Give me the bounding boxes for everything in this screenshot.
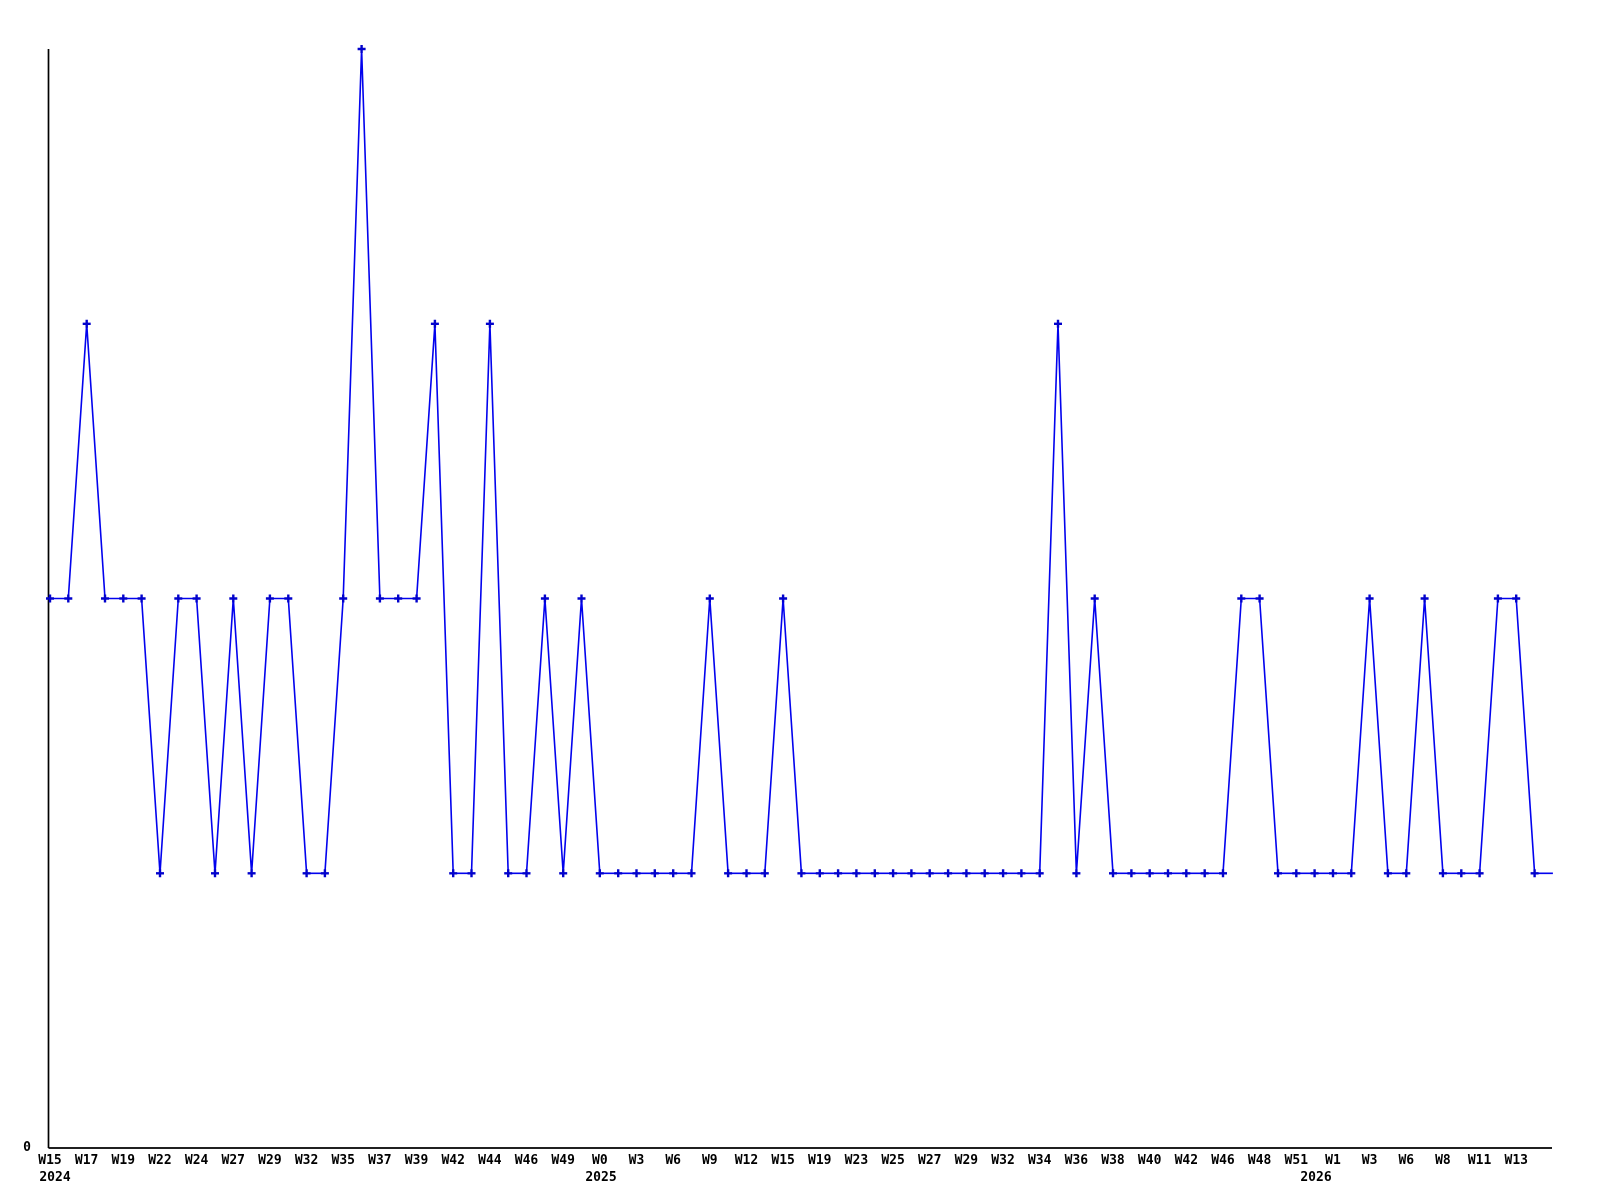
- x-tick-label: W17: [74, 1153, 99, 1168]
- x-tick-label: W37: [368, 1153, 392, 1168]
- x-tick-label: W39: [404, 1153, 429, 1168]
- x-tick-label: W48: [1247, 1153, 1272, 1168]
- x-tick-label: W0: [592, 1153, 608, 1168]
- x-tick-label: W35: [331, 1153, 355, 1168]
- x-tick-label: W34: [1027, 1153, 1052, 1168]
- x-tick-label: W3: [1361, 1153, 1378, 1168]
- x-tick-label: W42: [441, 1153, 465, 1168]
- x-tick-label: W27: [221, 1153, 246, 1168]
- x-tick-label: W8: [1435, 1153, 1451, 1168]
- x-year-label: 2025: [585, 1170, 617, 1185]
- x-tick-label: W6: [1398, 1153, 1415, 1168]
- x-tick-label: W24: [184, 1153, 209, 1168]
- x-tick-label: W23: [844, 1153, 869, 1168]
- x-tick-label: W3: [628, 1153, 645, 1168]
- x-tick-label: W19: [111, 1153, 136, 1168]
- x-tick-label: W40: [1137, 1153, 1162, 1168]
- x-tick-label: W25: [881, 1153, 905, 1168]
- x-tick-label: W38: [1101, 1153, 1125, 1168]
- x-tick-label: W15: [38, 1153, 62, 1168]
- x-tick-label: W6: [665, 1153, 681, 1168]
- x-tick-label: W42: [1174, 1153, 1199, 1168]
- x-year-label: 2026: [1300, 1170, 1332, 1185]
- x-tick-label: W9: [701, 1153, 718, 1168]
- x-tick-label: W11: [1467, 1153, 1492, 1168]
- x-tick-label: W36: [1064, 1153, 1089, 1168]
- x-tick-label: W29: [954, 1153, 979, 1168]
- series-line: [50, 48, 1553, 875]
- x-tick-label: W46: [514, 1153, 539, 1168]
- x-tick-label: W49: [551, 1153, 575, 1168]
- x-tick-label: W19: [808, 1153, 832, 1168]
- x-tick-label: W1: [1325, 1153, 1341, 1168]
- y-axis-zero-label: 0: [23, 1140, 31, 1155]
- x-tick-label: W51: [1284, 1153, 1309, 1168]
- x-tick-label: W13: [1504, 1153, 1528, 1168]
- x-tick-label: W27: [917, 1153, 942, 1168]
- x-tick-label: W46: [1211, 1153, 1235, 1168]
- x-tick-label: W22: [148, 1153, 172, 1168]
- x-tick-label: W12: [734, 1153, 759, 1168]
- series-point-markers: [46, 45, 1539, 878]
- x-tick-label: W15: [771, 1153, 795, 1168]
- x-tick-label: W32: [294, 1153, 319, 1168]
- x-tick-label: W29: [258, 1153, 282, 1168]
- x-tick-label: W32: [991, 1153, 1015, 1168]
- x-tick-label: W44: [478, 1153, 502, 1168]
- x-year-label: 2024: [39, 1170, 71, 1185]
